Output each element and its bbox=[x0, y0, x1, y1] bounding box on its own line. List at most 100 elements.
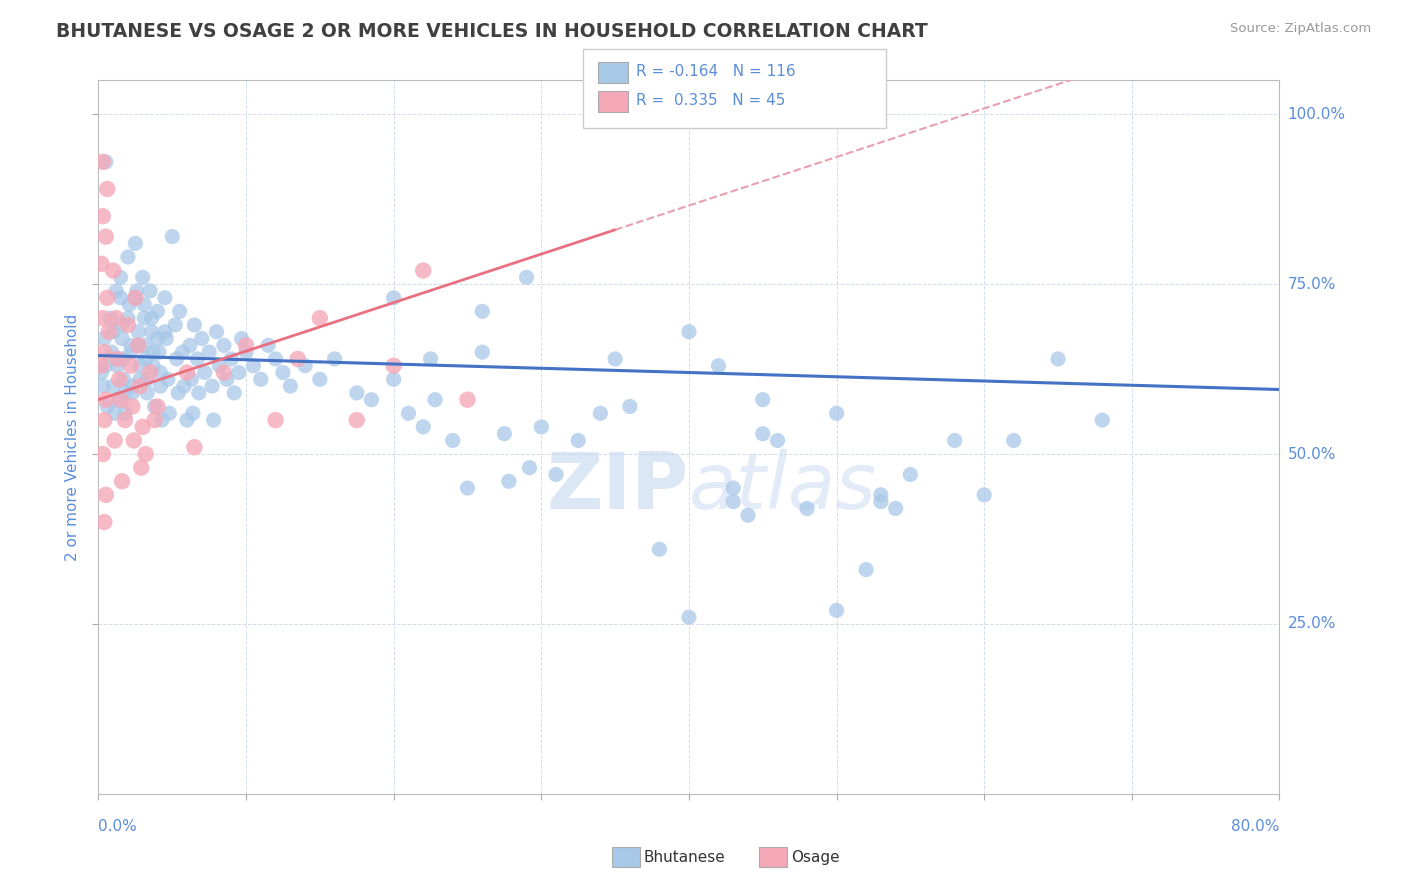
Text: atlas: atlas bbox=[689, 449, 877, 525]
Point bbox=[323, 351, 346, 366]
Point bbox=[278, 379, 302, 393]
Point bbox=[108, 372, 131, 386]
Point bbox=[132, 420, 155, 434]
Point bbox=[135, 447, 157, 461]
Point bbox=[201, 379, 224, 393]
Point bbox=[173, 379, 195, 393]
Point bbox=[423, 392, 446, 407]
Point bbox=[224, 385, 246, 400]
Point bbox=[419, 351, 441, 366]
Point bbox=[103, 263, 125, 277]
Point bbox=[231, 332, 253, 346]
Point bbox=[134, 297, 156, 311]
Point bbox=[721, 494, 744, 508]
Point bbox=[191, 332, 214, 346]
Text: BHUTANESE VS OSAGE 2 OR MORE VEHICLES IN HOUSEHOLD CORRELATION CHART: BHUTANESE VS OSAGE 2 OR MORE VEHICLES IN… bbox=[56, 22, 928, 41]
Point bbox=[94, 154, 117, 169]
Point bbox=[721, 481, 744, 495]
Point bbox=[228, 366, 250, 380]
Point bbox=[148, 345, 170, 359]
Point bbox=[114, 413, 136, 427]
Point bbox=[183, 318, 205, 332]
Point bbox=[121, 379, 143, 393]
Point bbox=[589, 406, 612, 420]
Point bbox=[122, 434, 145, 448]
Point bbox=[94, 488, 117, 502]
Point bbox=[91, 447, 114, 461]
Point bbox=[205, 325, 228, 339]
Point bbox=[110, 291, 132, 305]
Point bbox=[124, 291, 146, 305]
Point bbox=[112, 351, 135, 366]
Point bbox=[176, 413, 198, 427]
Point bbox=[157, 406, 180, 420]
Text: Bhutanese: Bhutanese bbox=[644, 850, 725, 864]
Point bbox=[167, 385, 190, 400]
Point bbox=[149, 379, 172, 393]
Point bbox=[396, 406, 419, 420]
Point bbox=[108, 392, 131, 407]
Text: R =  0.335   N = 45: R = 0.335 N = 45 bbox=[636, 94, 785, 108]
Point bbox=[235, 345, 257, 359]
Point bbox=[143, 413, 166, 427]
Point bbox=[678, 325, 700, 339]
Point bbox=[441, 434, 464, 448]
Point bbox=[198, 345, 221, 359]
Point bbox=[128, 359, 150, 373]
Point bbox=[884, 501, 907, 516]
Point bbox=[180, 372, 202, 386]
Point bbox=[98, 311, 121, 326]
Point bbox=[186, 351, 208, 366]
Point bbox=[169, 304, 191, 318]
Point bbox=[94, 359, 117, 373]
Point bbox=[141, 311, 163, 326]
Point bbox=[271, 366, 294, 380]
Point bbox=[120, 345, 142, 359]
Text: 25.0%: 25.0% bbox=[1288, 616, 1336, 632]
Text: Source: ZipAtlas.com: Source: ZipAtlas.com bbox=[1230, 22, 1371, 36]
Point bbox=[104, 434, 127, 448]
Point bbox=[139, 284, 162, 298]
Point bbox=[117, 318, 139, 332]
Point bbox=[648, 542, 671, 557]
Point bbox=[112, 372, 135, 386]
Point bbox=[202, 413, 225, 427]
Point bbox=[128, 379, 150, 393]
Point bbox=[94, 229, 117, 244]
Point bbox=[110, 392, 132, 407]
Point bbox=[117, 250, 139, 264]
Point bbox=[149, 366, 172, 380]
Point bbox=[796, 501, 818, 516]
Point bbox=[114, 406, 136, 420]
Point bbox=[141, 325, 163, 339]
Point bbox=[142, 359, 165, 373]
Point bbox=[183, 440, 205, 454]
Point bbox=[219, 351, 242, 366]
Point bbox=[172, 345, 194, 359]
Point bbox=[142, 345, 165, 359]
Point bbox=[737, 508, 759, 523]
Point bbox=[494, 426, 516, 441]
Point bbox=[136, 372, 159, 386]
Point bbox=[127, 325, 149, 339]
Point bbox=[165, 318, 187, 332]
Point bbox=[107, 359, 129, 373]
Point bbox=[117, 311, 139, 326]
Point bbox=[519, 460, 541, 475]
Point bbox=[456, 481, 478, 495]
Text: R = -0.164   N = 116: R = -0.164 N = 116 bbox=[636, 64, 796, 78]
Point bbox=[91, 154, 114, 169]
Point bbox=[135, 338, 157, 352]
Point bbox=[212, 338, 235, 352]
Point bbox=[900, 467, 922, 482]
Point bbox=[869, 488, 891, 502]
Point bbox=[179, 338, 201, 352]
Point bbox=[456, 392, 478, 407]
Point bbox=[96, 182, 118, 196]
Point bbox=[264, 351, 287, 366]
Point bbox=[124, 236, 146, 251]
Point bbox=[235, 338, 257, 352]
Text: ZIP: ZIP bbox=[547, 449, 689, 525]
Point bbox=[166, 351, 188, 366]
Point bbox=[294, 359, 316, 373]
